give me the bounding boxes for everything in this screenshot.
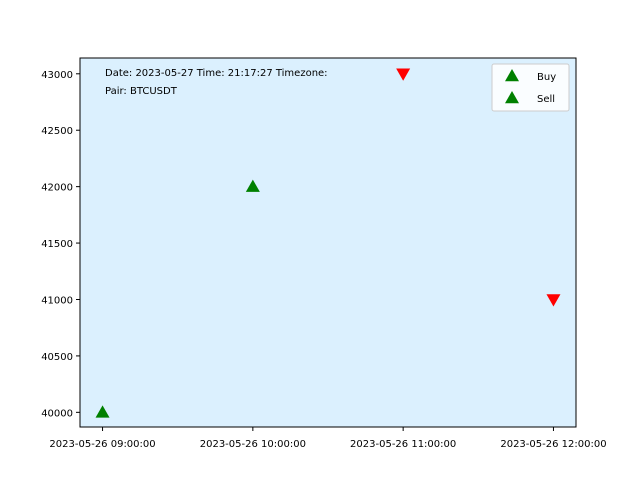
x-tick-label-3: 2023-05-26 11:00:00 [350, 439, 456, 450]
legend-label-buy: Buy [537, 72, 556, 83]
legend-box [491, 63, 570, 112]
y-tick-label-6: 42500 [41, 126, 73, 137]
buy-marker-1 [95, 405, 110, 418]
data-marks [95, 68, 561, 418]
annotations: Date: 2023-05-27 Time: 21:17:27 Timezone… [105, 68, 328, 97]
legend: Buy Sell [491, 63, 570, 112]
x-tick-label-2: 2023-05-26 10:00:00 [200, 439, 306, 450]
y-tick-label-3: 41000 [41, 295, 73, 306]
axes: 2023-05-26 09:00:00 2023-05-26 10:00:00 20… [41, 57, 607, 450]
x-tick-label-1: 2023-05-26 09:00:00 [49, 439, 155, 450]
y-tick-label-4: 41500 [41, 239, 73, 250]
sell-marker-2 [546, 294, 561, 307]
annotation-line-1: Date: 2023-05-27 Time: 21:17:27 Timezone… [105, 68, 328, 79]
annotation-line-2: Pair: BTCUSDT [105, 86, 178, 97]
y-tick-label-1: 40000 [41, 408, 73, 419]
y-tick-label-5: 42000 [41, 183, 73, 194]
plot-area [80, 58, 576, 427]
axes-frame [79, 57, 577, 428]
buy-marker-2 [245, 179, 260, 192]
x-tick-label-4: 2023-05-26 12:00:00 [500, 439, 606, 450]
legend-marker-sell [505, 91, 519, 104]
legend-marker-buy [505, 69, 519, 82]
y-tick-label-2: 40500 [41, 352, 73, 363]
y-tick-label-7: 43000 [41, 70, 73, 81]
legend-label-sell: Sell [537, 94, 555, 105]
sell-marker-1 [396, 68, 411, 81]
